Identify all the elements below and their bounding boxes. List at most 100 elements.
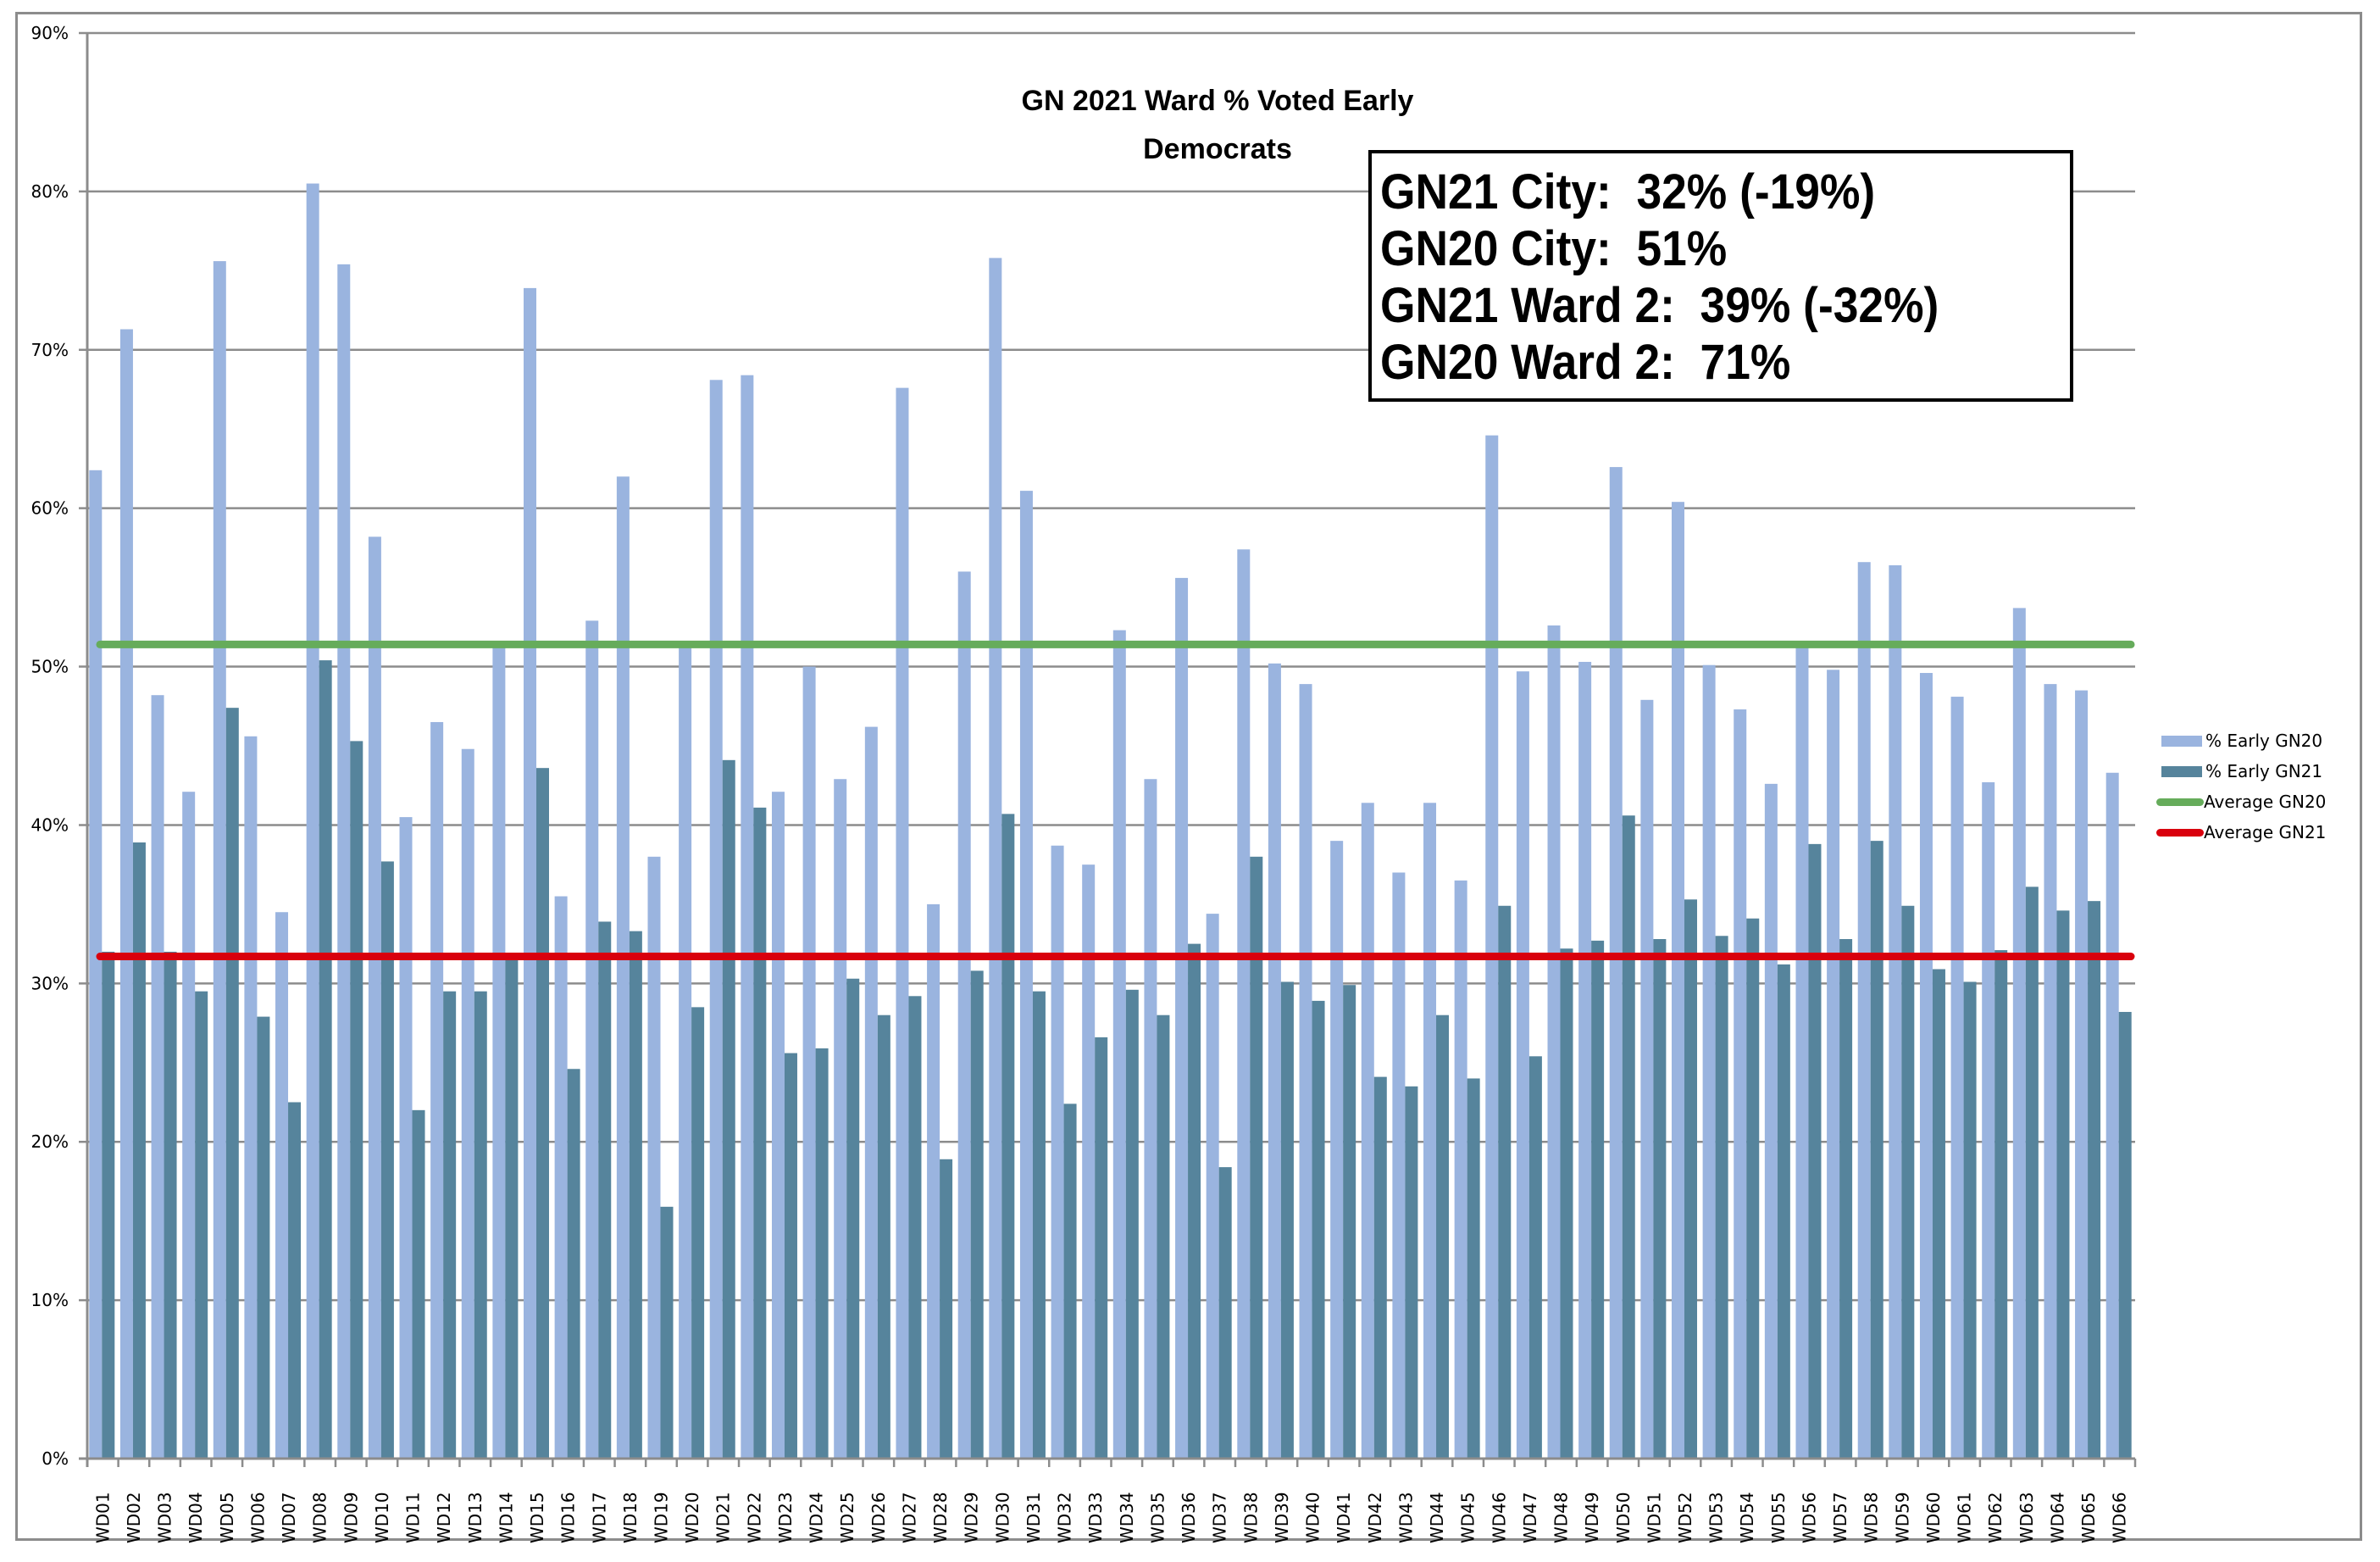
bar-gn20 <box>1764 783 1778 1459</box>
x-tick-label: WD15 <box>527 1492 547 1543</box>
x-tick-label: WD46 <box>1489 1492 1509 1543</box>
legend-item-early-gn21: % Early GN21 <box>2156 756 2326 787</box>
bar-gn20 <box>989 258 1002 1459</box>
bar-gn21 <box>1001 814 1015 1459</box>
bar-gn21 <box>1063 1103 1077 1459</box>
x-tick-label: WD28 <box>930 1492 951 1543</box>
y-tick-label: 50% <box>31 657 69 677</box>
x-tick-label: WD31 <box>1024 1492 1044 1543</box>
bar-gn20 <box>864 726 878 1459</box>
bar-gn20 <box>2075 690 2089 1459</box>
x-tick-label: WD34 <box>1117 1492 1137 1543</box>
bar-gn21 <box>1032 991 1046 1459</box>
bar-gn21 <box>1560 948 1573 1459</box>
bar-gn21 <box>2056 910 2070 1459</box>
bar-gn20 <box>834 779 847 1459</box>
y-tick-label: 70% <box>31 340 69 360</box>
bar-gn21 <box>1932 969 1945 1459</box>
x-tick-label: WD08 <box>310 1492 330 1543</box>
x-tick-label: WD63 <box>2017 1492 2037 1543</box>
bar-gn21 <box>474 991 487 1459</box>
bar-gn21 <box>1870 841 1883 1459</box>
bar-gn20 <box>802 666 816 1459</box>
bar-swatch-icon <box>2161 765 2202 777</box>
bar-gn20 <box>1516 671 1529 1459</box>
bar-gn21 <box>1839 939 1853 1459</box>
bar-gn20 <box>1795 646 1809 1459</box>
bar-gn20 <box>1392 872 1406 1459</box>
x-tick-label: WD32 <box>1055 1492 1075 1543</box>
bar-gn21 <box>691 1007 705 1459</box>
bar-gn21 <box>1467 1078 1480 1459</box>
bar-gn21 <box>1777 964 1790 1459</box>
x-tick-label: WD52 <box>1675 1492 1695 1543</box>
callout-line-gn21-ward2: GN21 Ward 2: 39% (-32%) <box>1380 278 1939 333</box>
bar-gn20 <box>337 264 351 1459</box>
bar-gn21 <box>908 996 922 1459</box>
callout-line-gn20-city: GN20 City: 51% <box>1380 221 1728 276</box>
y-tick-label: 90% <box>31 23 69 43</box>
x-tick-label: WD41 <box>1334 1492 1354 1543</box>
x-tick-label: WD05 <box>217 1492 237 1543</box>
x-tick-label: WD47 <box>1520 1492 1540 1543</box>
bar-gn20 <box>647 856 661 1459</box>
x-tick-label: WD06 <box>247 1492 268 1543</box>
x-tick-label: WD45 <box>1458 1492 1478 1543</box>
x-tick-label: WD61 <box>1955 1492 1975 1543</box>
callout-line-gn21-city: GN21 City: 32% (-19%) <box>1380 164 1876 220</box>
x-tick-label: WD65 <box>2078 1492 2099 1543</box>
bar-gn20 <box>1237 549 1251 1459</box>
bar-gn21 <box>257 1016 270 1459</box>
bar-gn20 <box>1485 435 1499 1459</box>
y-tick-label: 20% <box>31 1131 69 1152</box>
x-tick-label: WD48 <box>1551 1492 1572 1543</box>
bar-gn21 <box>1528 1056 1542 1459</box>
bar-gn20 <box>1640 699 1654 1459</box>
bar-gn21 <box>567 1069 580 1459</box>
bar-gn20 <box>1919 673 1933 1459</box>
x-tick-label: WD14 <box>496 1492 516 1543</box>
bar-gn20 <box>616 476 630 1459</box>
bar-gn21 <box>1994 950 2008 1459</box>
x-tick-label: WD57 <box>1830 1492 1850 1543</box>
bar-gn21 <box>722 759 735 1459</box>
bar-gn20 <box>244 736 258 1459</box>
bar-gn21 <box>1715 936 1728 1459</box>
legend-item-average-gn21: Average GN21 <box>2156 817 2326 848</box>
x-tick-label: WD53 <box>1706 1492 1727 1543</box>
chart-subtitle: Democrats <box>1143 133 1292 165</box>
bar-gn21 <box>815 1048 829 1459</box>
bar-gn21 <box>2025 887 2039 1459</box>
x-tick-label: WD07 <box>279 1492 299 1543</box>
bar-gn21 <box>753 807 767 1459</box>
x-tick-label: WD44 <box>1427 1492 1447 1543</box>
bar-gn21 <box>288 1102 302 1459</box>
bar-gn21 <box>1250 856 1263 1459</box>
bar-gn20 <box>927 903 940 1459</box>
bar-gn21 <box>1653 939 1667 1459</box>
bar-gn20 <box>1330 841 1344 1459</box>
bar-gn20 <box>524 287 537 1459</box>
bar-gn20 <box>151 695 164 1459</box>
bar-gn20 <box>1950 697 1964 1459</box>
bar-gn21 <box>970 970 984 1459</box>
bar-gn21 <box>412 1109 425 1459</box>
callout-line-gn20-ward2: GN20 Ward 2: 71% <box>1380 335 1791 390</box>
chart-title: GN 2021 Ward % Voted Early <box>1022 85 1414 117</box>
bar-gn20 <box>1051 845 1064 1459</box>
bar-gn21 <box>660 1206 674 1459</box>
bar-gn20 <box>1547 625 1561 1459</box>
bar-gn20 <box>1982 781 1995 1459</box>
bars <box>89 183 2132 1459</box>
bar-gn21 <box>1591 940 1605 1459</box>
bar-gn20 <box>554 896 568 1459</box>
bar-gn21 <box>2118 1011 2132 1459</box>
bar-gn21 <box>598 921 612 1459</box>
bar-gn20 <box>2105 772 2119 1459</box>
y-tick-label: 10% <box>31 1290 69 1310</box>
x-tick-label: WD64 <box>2047 1492 2067 1543</box>
bar-gn21 <box>319 660 332 1459</box>
bar-gn21 <box>1218 1167 1232 1459</box>
legend-item-average-gn20: Average GN20 <box>2156 787 2326 817</box>
bar-gn20 <box>1299 684 1312 1459</box>
